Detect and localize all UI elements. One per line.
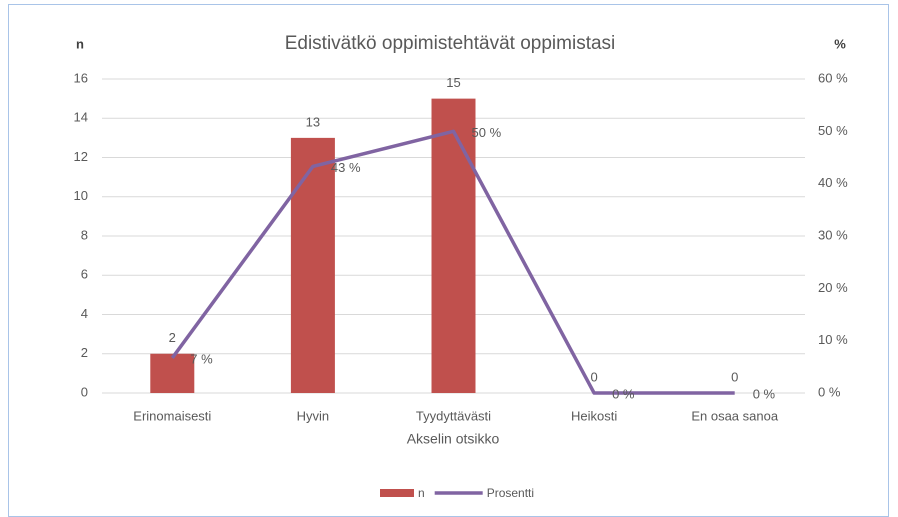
y2-tick-label: 50 % [818, 123, 848, 138]
x-tick-label: Tyydyttävästi [416, 408, 491, 423]
x-tick-label: Heikosti [571, 408, 617, 423]
x-tick-label: Hyvin [297, 408, 330, 423]
y2-tick-label: 40 % [818, 175, 848, 190]
y2-tick-label: 60 % [818, 70, 848, 85]
y-tick-label: 0 [81, 384, 88, 399]
line-value-label: 0 % [753, 386, 776, 401]
y-tick-label: 10 [74, 188, 88, 203]
y-tick-label: 12 [74, 149, 88, 164]
legend-label: n [418, 486, 425, 500]
bar [290, 137, 335, 393]
chart-title: Edistivätkö oppimistehtävät oppimistasi [285, 33, 616, 54]
line-value-label: 0 % [612, 386, 635, 401]
y-tick-label: 4 [81, 306, 88, 321]
y2-tick-label: 0 % [818, 384, 841, 399]
y-tick-label: 16 [74, 70, 88, 85]
x-axis-title: Akselin otsikko [407, 431, 500, 447]
bar-value-label: 2 [169, 330, 176, 345]
y2-tick-label: 10 % [818, 332, 848, 347]
bar-value-label: 0 [590, 369, 597, 384]
y-axis-title: n [76, 36, 84, 51]
bar-value-label: 13 [306, 114, 320, 129]
bar-value-label: 15 [446, 75, 460, 90]
y2-axis-title: % [834, 36, 846, 51]
bar-value-label: 0 [731, 369, 738, 384]
x-tick-label: Erinomaisesti [133, 408, 211, 423]
legend-swatch [380, 489, 414, 497]
bar [150, 353, 195, 393]
line [170, 129, 735, 395]
y2-tick-label: 30 % [818, 227, 848, 242]
y-tick-label: 8 [81, 227, 88, 242]
bar [431, 98, 476, 393]
x-tick-label: En osaa sanoa [691, 408, 779, 423]
y2-tick-label: 20 % [818, 280, 848, 295]
legend-label: Prosentti [487, 486, 534, 500]
y-tick-label: 2 [81, 345, 88, 360]
line-value-label: 50 % [472, 125, 502, 140]
line-value-label: 43 % [331, 160, 361, 175]
y-tick-label: 6 [81, 267, 88, 282]
line-value-label: 7 % [190, 351, 213, 366]
y-tick-label: 14 [74, 110, 88, 125]
